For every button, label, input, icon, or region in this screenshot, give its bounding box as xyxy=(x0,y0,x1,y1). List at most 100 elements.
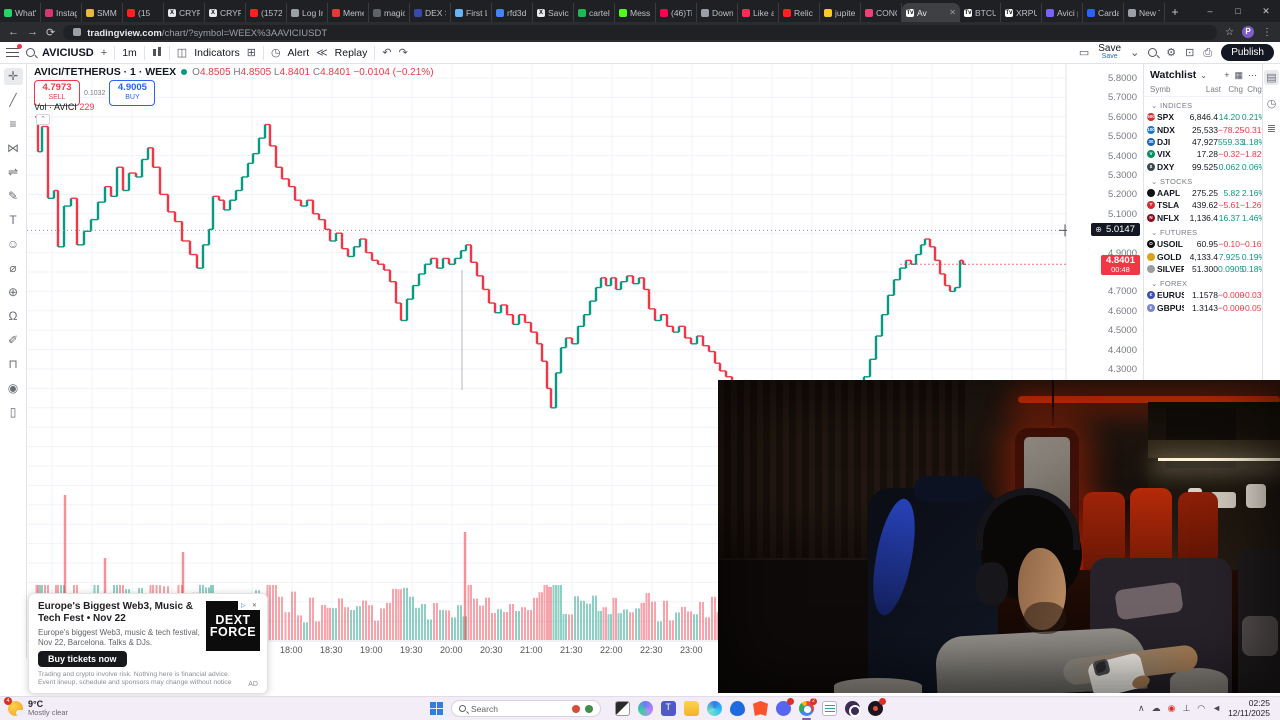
start-button[interactable] xyxy=(430,701,444,716)
volume-icon[interactable]: ◄ xyxy=(1212,703,1222,713)
layout-select-icon[interactable]: ▭ xyxy=(1078,46,1090,59)
browser-tab[interactable]: CONO xyxy=(861,3,902,22)
watchlist-row[interactable]: AAPL 275.25 5.822.16% xyxy=(1144,187,1262,199)
photos-icon[interactable] xyxy=(730,701,745,716)
wifi-icon[interactable]: ◠ xyxy=(1197,703,1206,713)
snapshot-camera-icon[interactable]: ⎙ xyxy=(1203,46,1213,59)
hidden-icons-icon[interactable]: ∧ xyxy=(1138,703,1145,713)
watchlist-section[interactable]: ⌄ FUTURES xyxy=(1151,228,1198,237)
maximize-button[interactable]: □ xyxy=(1235,6,1241,16)
reload-icon[interactable]: ⟳ xyxy=(46,26,56,39)
hide-icon[interactable]: ◉ xyxy=(7,381,19,395)
taskbar-search[interactable]: Search xyxy=(451,700,601,717)
compare-add-icon[interactable]: + xyxy=(100,46,108,59)
browser-tab[interactable]: Instag xyxy=(41,3,82,22)
emoji-icon[interactable]: ☺ xyxy=(6,237,20,251)
watchlist-section[interactable]: ⌄ STOCKS xyxy=(1151,176,1193,186)
browser-tab[interactable]: Relic xyxy=(779,3,820,22)
redo-icon[interactable]: ↷ xyxy=(398,46,408,59)
watchlist-section[interactable]: ⌄ FOREX xyxy=(1151,279,1188,289)
list-view-icon[interactable]: ▦ xyxy=(1234,69,1243,80)
ad-choices[interactable]: ▷ ✕ xyxy=(238,601,260,610)
browser-menu-icon[interactable]: ⋮ xyxy=(1262,26,1272,38)
ad-close-icon[interactable]: ✕ xyxy=(251,603,257,609)
symbol-search-icon[interactable] xyxy=(26,48,35,57)
browser-tab[interactable]: Like a xyxy=(738,3,779,22)
copilot-icon[interactable] xyxy=(638,701,653,716)
quick-search-icon[interactable] xyxy=(1148,48,1158,57)
browser-tab[interactable]: TvXRPUS xyxy=(1001,3,1042,22)
symbol-search-button[interactable]: AVICIUSD xyxy=(42,46,94,59)
teams-icon[interactable] xyxy=(661,701,676,716)
obs-icon[interactable] xyxy=(845,701,861,717)
gear-icon[interactable]: ⚙ xyxy=(1166,46,1177,59)
browser-tab[interactable]: (1572 xyxy=(246,3,287,22)
browser-tab[interactable]: Log In xyxy=(287,3,328,22)
tv-menu-icon[interactable] xyxy=(6,44,22,57)
onedrive-icon[interactable]: ☁ xyxy=(1151,703,1161,713)
object-tree-icon[interactable]: ≣ xyxy=(1266,123,1277,135)
browser-tab[interactable]: magic xyxy=(369,3,410,22)
browser-tab[interactable]: What's xyxy=(0,3,41,22)
buy-button[interactable]: 4.9005 BUY xyxy=(109,80,156,106)
watchlist-icon[interactable]: ▤ xyxy=(1264,70,1279,85)
ad-title[interactable]: Europe's Biggest Web3, Music & Tech Fest… xyxy=(38,601,193,624)
bookmark-star-icon[interactable]: ☆ xyxy=(1225,26,1234,38)
mic-icon[interactable]: ⊥ xyxy=(1182,703,1191,713)
more-options-icon[interactable]: ⋯ xyxy=(1248,69,1257,80)
browser-tab[interactable]: X Savic xyxy=(533,3,574,22)
symbol-title[interactable]: AVICI/TETHERUS · 1 · WEEX xyxy=(34,66,177,78)
notes-icon[interactable] xyxy=(822,701,837,716)
volume-indicator-legend[interactable]: Vol · AVICI 229 xyxy=(34,102,95,112)
music-icon[interactable] xyxy=(868,698,886,716)
browser-tab[interactable]: (46)Ti xyxy=(656,3,697,22)
browser-tab[interactable]: jupite xyxy=(820,3,861,22)
browser-tab[interactable]: Carda xyxy=(1083,3,1124,22)
zoom-in-icon[interactable]: ⊕ xyxy=(7,285,19,299)
layout-grid-icon[interactable]: ⊞ xyxy=(246,46,256,59)
trend-line-icon[interactable]: ╱ xyxy=(9,93,17,107)
browser-tab[interactable]: XCRYPT xyxy=(164,3,205,22)
replay-button[interactable]: Replay xyxy=(334,46,368,59)
chevron-down-icon[interactable]: ⌄ xyxy=(1200,70,1207,80)
browser-tab[interactable]: New T xyxy=(1124,3,1165,22)
browser-tab[interactable]: Down xyxy=(697,3,738,22)
record-icon[interactable]: ◉ xyxy=(1167,703,1176,713)
browser-tab[interactable]: Tv Av ✕ xyxy=(902,3,960,22)
file-explorer-icon[interactable] xyxy=(684,701,699,716)
adchoices-icon[interactable]: ▷ xyxy=(241,603,246,609)
browser-tab[interactable]: Meme xyxy=(328,3,369,22)
chart-type-icon[interactable] xyxy=(152,46,162,59)
address-bar[interactable]: tradingview.com/chart/?symbol=WEEX%3AAVI… xyxy=(63,24,1218,40)
browser-tab[interactable]: Avici p xyxy=(1042,3,1083,22)
brush-icon[interactable]: ✎ xyxy=(7,189,19,203)
watchlist-title[interactable]: Watchlist xyxy=(1150,69,1197,81)
fullscreen-icon[interactable]: ⊡ xyxy=(1185,46,1195,59)
long-short-position-icon[interactable]: ⇌ xyxy=(7,165,19,179)
remove-icon[interactable]: ▯ xyxy=(9,405,17,419)
taskbar-clock[interactable]: 02:25 12/11/2025 xyxy=(1228,698,1270,718)
xabcd-pattern-icon[interactable]: ⋈ xyxy=(7,141,19,155)
browser-tab[interactable]: TvBTCUS xyxy=(960,3,1001,22)
indicators-button[interactable]: Indicators xyxy=(194,46,240,59)
browser-tab[interactable]: Mess xyxy=(615,3,656,22)
forward-icon[interactable]: → xyxy=(27,26,38,38)
ad-cta-button[interactable]: Buy tickets now xyxy=(38,651,127,667)
browser-tab[interactable]: cartel xyxy=(574,3,615,22)
alerts-icon[interactable]: ◷ xyxy=(1266,98,1277,110)
browser-tab[interactable]: XCRYP1 xyxy=(205,3,246,22)
new-tab-button[interactable]: + xyxy=(1171,5,1179,19)
minimize-button[interactable]: – xyxy=(1207,6,1213,16)
taskbar-weather[interactable]: 4 9°C Mostly clear xyxy=(0,697,430,717)
alert-button[interactable]: Alert xyxy=(287,46,310,59)
back-icon[interactable]: ← xyxy=(8,26,19,38)
tab-close-icon[interactable]: ✕ xyxy=(949,8,956,17)
sell-button[interactable]: 4.7973 SELL xyxy=(34,80,80,106)
